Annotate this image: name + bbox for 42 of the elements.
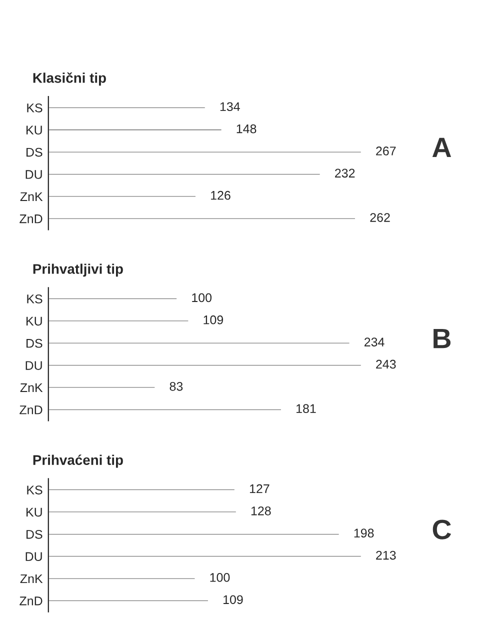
y-tick-label: DS [26,530,42,539]
chart-title: Prihvatljivi tip [33,264,123,277]
y-tick-label: DU [26,361,42,370]
data-label: 126 [211,190,230,200]
chart-title: Prihvaćeni tip [33,454,123,468]
y-tick-label: KS [27,103,42,112]
y-tick-label: DS [26,338,42,348]
y-tick-label: KS [27,486,42,494]
y-tick-label: ZnD [20,406,42,414]
y-tick-label: KU [26,126,42,135]
y-tick-label: ZnK [20,574,43,584]
data-label: 100 [210,573,230,582]
data-label: 243 [376,360,396,369]
data-label: 83 [170,382,183,391]
text: A [432,138,452,158]
data-label: 181 [296,404,316,414]
y-tick-label: DS [26,148,42,157]
data-label: 109 [224,595,243,604]
text: B [434,328,451,348]
text: C [432,520,452,540]
chart-title: Klasični tip [33,72,106,86]
y-tick-label: KS [27,294,42,304]
data-label: 148 [236,124,256,134]
data-label: 109 [204,315,224,324]
data-label: 232 [335,168,355,178]
data-label: 198 [354,528,374,538]
y-tick-label: DU [26,552,42,561]
y-tick-label: ZnK [20,192,43,201]
y-tick-label: ZnK [20,383,43,392]
y-tick-label: ZnD [20,596,42,606]
data-label: 128 [251,506,271,516]
y-tick-label: KU [26,316,42,326]
data-label: 134 [220,102,240,112]
data-label: 262 [370,213,390,222]
y-tick-label: KU [26,508,42,517]
data-label: 213 [376,550,396,560]
y-tick-label: ZnD [20,214,42,224]
data-label: 234 [364,338,384,346]
data-label: 267 [376,146,396,156]
data-label: 100 [192,293,212,302]
y-tick-label: DU [26,170,42,179]
data-label: 127 [250,484,270,494]
